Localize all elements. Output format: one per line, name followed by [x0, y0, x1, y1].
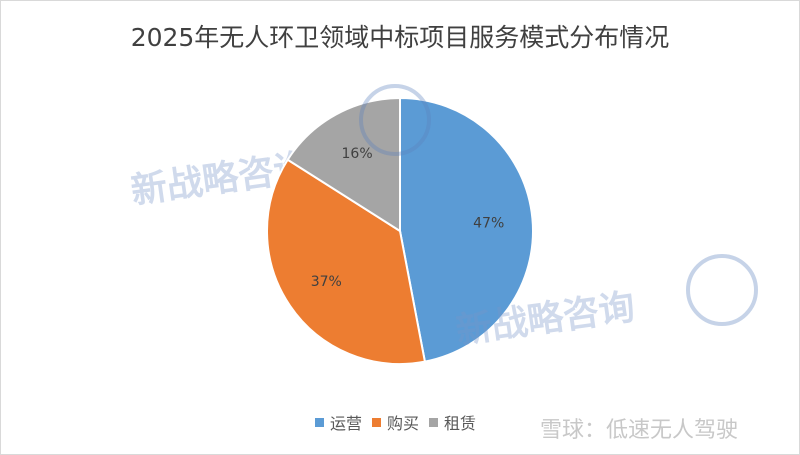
legend-item: 运营 — [315, 410, 362, 434]
logo-watermark-icon — [686, 254, 758, 326]
data-label: 16% — [342, 146, 373, 162]
logo-watermark-icon — [359, 84, 431, 156]
data-label: 37% — [311, 274, 342, 290]
watermark-footer: 雪球：低速无人驾驶 — [540, 418, 739, 443]
pie-slice-租赁 — [286, 96, 401, 233]
legend-label: 购买 — [387, 414, 420, 433]
legend-swatch — [429, 417, 439, 427]
legend-swatch — [315, 417, 324, 427]
data-label: 47% — [473, 216, 504, 232]
pie-slice-购买 — [266, 158, 427, 365]
legend-label: 租赁 — [444, 414, 477, 433]
legend: 运营 购买 租赁 — [315, 410, 476, 434]
pie-slice-运营 — [399, 96, 534, 363]
legend-item: 租赁 — [429, 410, 476, 434]
legend-swatch — [372, 417, 382, 427]
legend-label: 运营 — [330, 414, 363, 433]
legend-item: 购买 — [372, 410, 419, 434]
chart-title: 2025年无人环卫领域中标项目服务模式分布情况 — [130, 23, 670, 52]
